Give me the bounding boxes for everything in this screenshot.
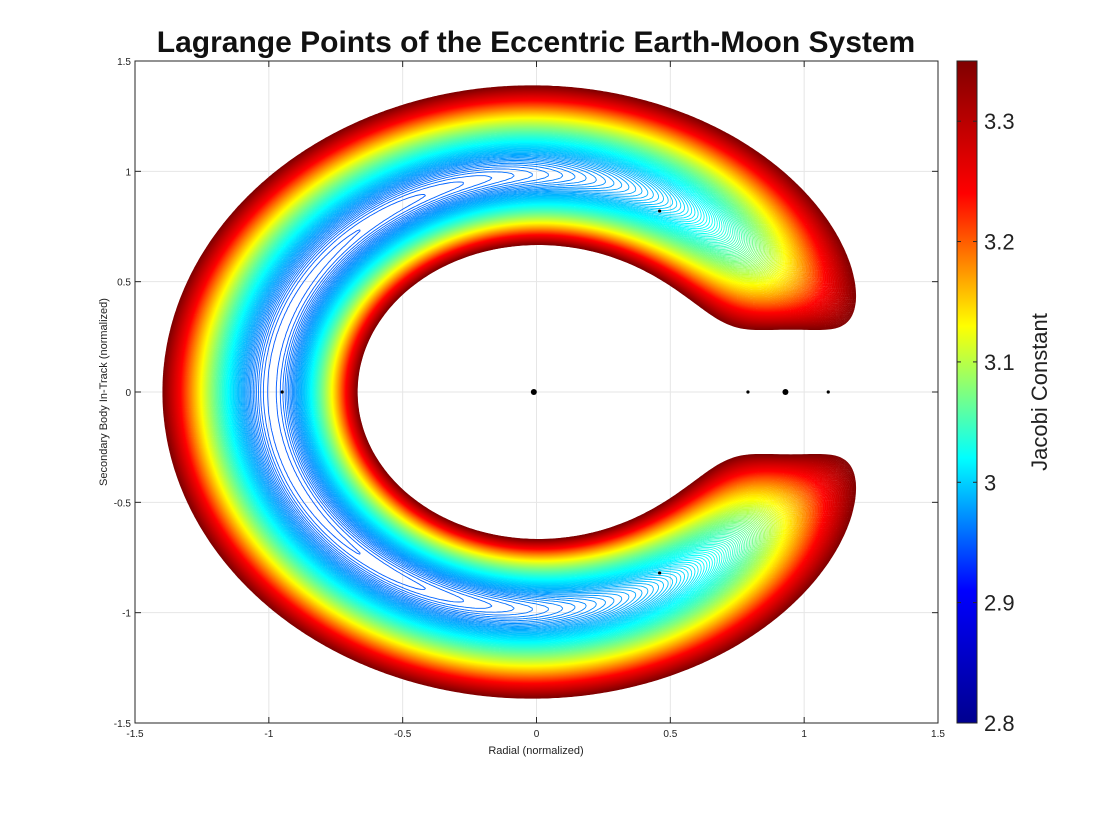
chart-title: Lagrange Points of the Eccentric Earth-M… bbox=[157, 26, 915, 59]
x-tick-label: 1.5 bbox=[931, 729, 945, 740]
y-tick-label: 1 bbox=[125, 167, 131, 178]
y-axis-label: Secondary Body In-Track (normalized) bbox=[98, 298, 110, 486]
lagrange-point-marker bbox=[827, 390, 830, 393]
colorbar-tick-label: 3.2 bbox=[984, 230, 1015, 255]
y-tick-label: -1.5 bbox=[114, 719, 132, 730]
primary-body-marker bbox=[531, 389, 537, 395]
colorbar-tick-label: 3 bbox=[984, 470, 996, 495]
colorbar-tick-label: 2.9 bbox=[984, 591, 1015, 616]
colorbar-label: Jacobi Constant bbox=[1027, 313, 1052, 471]
x-axis-label: Radial (normalized) bbox=[488, 745, 583, 757]
x-tick-label: 0 bbox=[534, 729, 540, 740]
secondary-body-marker bbox=[782, 389, 788, 395]
colorbar bbox=[957, 61, 977, 723]
y-tick-label: -0.5 bbox=[114, 498, 132, 509]
x-tick-label: -1.5 bbox=[126, 729, 144, 740]
y-tick-label: 0.5 bbox=[117, 278, 131, 289]
x-tick-label: 1 bbox=[801, 729, 807, 740]
colorbar-tick-label: 3.3 bbox=[984, 109, 1015, 134]
x-tick-label: -0.5 bbox=[394, 729, 412, 740]
y-tick-label: -1 bbox=[122, 609, 131, 620]
x-tick-label: -1 bbox=[264, 729, 273, 740]
colorbar-tick-label: 3.1 bbox=[984, 350, 1015, 375]
colorbar-tick-label: 2.8 bbox=[984, 711, 1015, 736]
lagrange-point-marker bbox=[658, 571, 661, 574]
lagrange-point-marker bbox=[281, 390, 284, 393]
y-tick-label: 1.5 bbox=[117, 57, 131, 68]
y-tick-label: 0 bbox=[125, 388, 131, 399]
x-tick-label: 0.5 bbox=[663, 729, 677, 740]
lagrange-point-marker bbox=[746, 390, 749, 393]
lagrange-point-marker bbox=[658, 209, 661, 212]
